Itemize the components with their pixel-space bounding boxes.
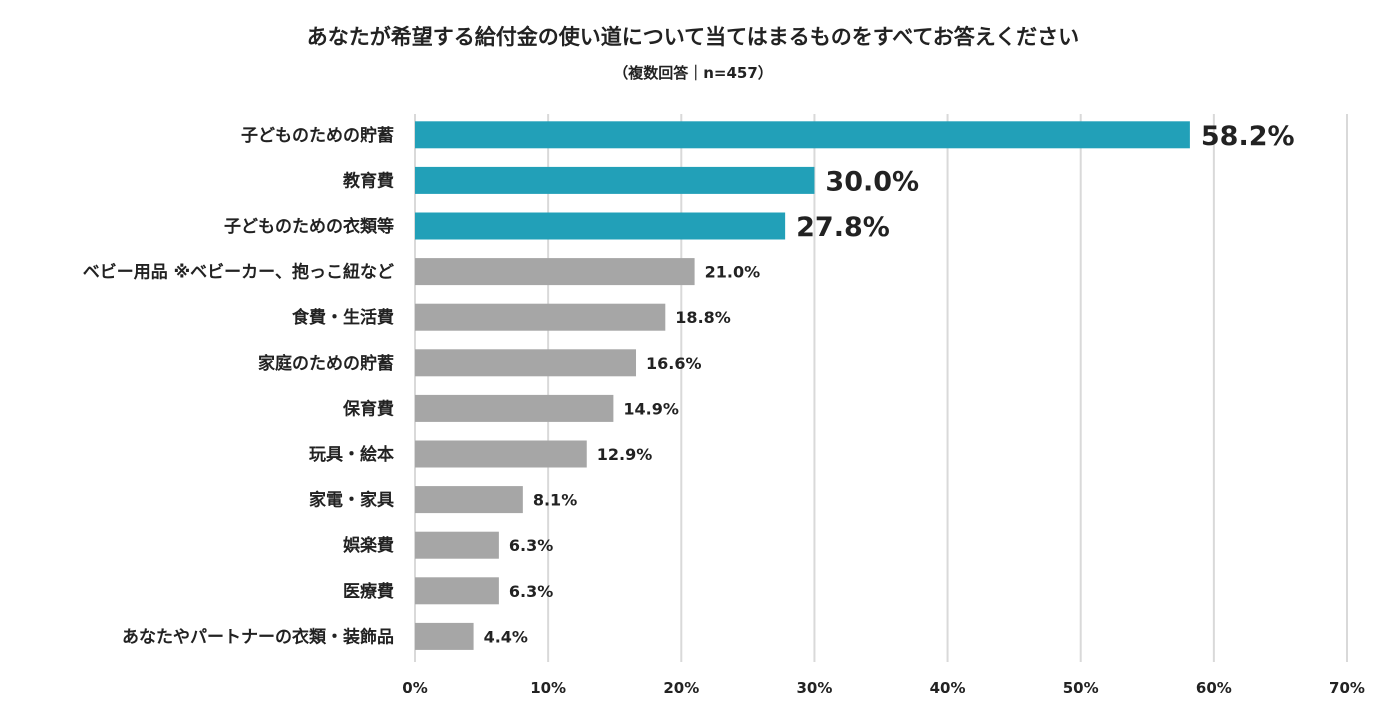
value-label: 16.6% (646, 354, 702, 373)
value-label: 21.0% (705, 263, 761, 282)
category-label: 医療費 (343, 581, 394, 602)
x-tick-label: 30% (796, 679, 832, 697)
x-axis-ticks: 0% 10% 20% 30% 40% 50% 60% 70% (402, 679, 1365, 697)
grid-layer (414, 114, 1348, 662)
x-tick-label: 10% (530, 679, 566, 697)
category-label: 家庭のための貯蓄 (258, 353, 394, 374)
bar (415, 531, 499, 559)
bar (415, 486, 523, 514)
value-label: 30.0% (825, 166, 919, 197)
chart-title: あなたが希望する給付金の使い道について当てはまるものをすべてお答えください (307, 25, 1079, 49)
value-label: 27.8% (796, 212, 890, 243)
bar-layer (415, 121, 1190, 650)
bar (415, 440, 587, 468)
category-label: ベビー用品 ※ベビーカー、抱っこ紐など (83, 262, 394, 283)
x-tick-label: 70% (1329, 679, 1365, 697)
x-tick-label: 40% (930, 679, 966, 697)
category-label: 子どものための貯蓄 (241, 125, 394, 146)
value-label: 4.4% (484, 627, 528, 646)
bar (415, 349, 637, 377)
category-label: 食費・生活費 (292, 307, 394, 328)
category-label: 玩具・絵本 (309, 444, 394, 465)
label-layer: 子どものための貯蓄 58.2% 教育費 30.0% 子どものための衣類等 27.8% ベビー… (83, 121, 1295, 648)
bar (415, 121, 1190, 149)
category-label: あなたやパートナーの衣類・装飾品 (122, 626, 394, 647)
category-label: 娯楽費 (343, 535, 394, 556)
value-label: 58.2% (1201, 121, 1295, 152)
value-label: 6.3% (509, 582, 553, 601)
x-tick-label: 20% (663, 679, 699, 697)
value-label: 14.9% (623, 399, 679, 418)
chart-subtitle: （複数回答｜n=457） (613, 64, 773, 82)
category-label: 子どものための衣類等 (224, 216, 394, 237)
bar (415, 577, 499, 605)
value-label: 18.8% (675, 308, 731, 327)
category-label: 保育費 (342, 398, 394, 419)
bar (415, 303, 666, 331)
category-label: 教育費 (342, 170, 394, 191)
x-tick-label: 60% (1196, 679, 1232, 697)
bar (415, 622, 474, 650)
value-label: 6.3% (509, 536, 553, 555)
bar (415, 394, 614, 422)
x-tick-label: 50% (1063, 679, 1099, 697)
value-label: 12.9% (597, 445, 653, 464)
x-tick-label: 0% (402, 679, 427, 697)
category-label: 家電・家具 (309, 490, 394, 511)
bar (415, 212, 786, 240)
bar (415, 258, 695, 286)
value-label: 8.1% (533, 491, 577, 510)
bar (415, 166, 815, 194)
